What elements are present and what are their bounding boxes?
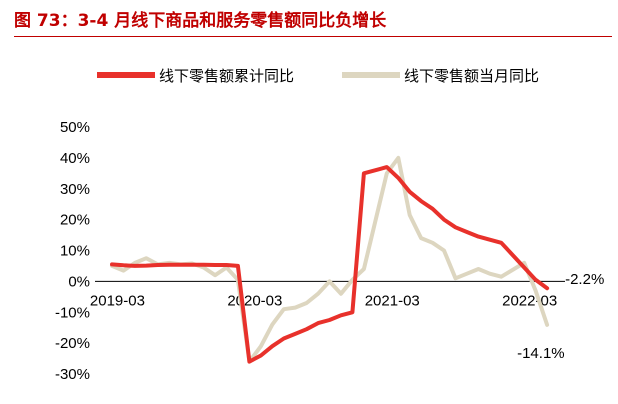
x-tick-label: 2019-03	[90, 292, 145, 309]
y-tick-label: 10%	[60, 243, 90, 260]
y-tick-label: -30%	[55, 366, 90, 383]
x-tick-label: 2021-03	[365, 292, 420, 309]
title-underline	[14, 36, 612, 37]
y-tick-label: -20%	[55, 335, 90, 352]
series-monthly-line	[110, 155, 550, 364]
annotation-label: -14.1%	[517, 345, 565, 362]
y-tick-label: 30%	[60, 181, 90, 198]
legend: 线下零售额累计同比 线下零售额当月同比	[97, 67, 539, 85]
legend-label: 线下零售额累计同比	[159, 67, 294, 85]
y-tick-label: 50%	[60, 119, 90, 136]
y-tick-label: -10%	[55, 304, 90, 321]
x-tick-label: 2020-03	[227, 292, 282, 309]
chart-title: 图 73：3-4 月线下商品和服务零售额同比负增长	[14, 11, 387, 31]
y-tick-label: 0%	[68, 273, 90, 290]
annotation-label: -2.2%	[565, 271, 604, 288]
series-cumulative-line	[110, 165, 550, 364]
y-tick-label: 20%	[60, 212, 90, 229]
y-tick-label: 40%	[60, 150, 90, 167]
annotations: -2.2% -14.1%	[517, 271, 604, 362]
x-tick-label: 2022-03	[502, 292, 557, 309]
y-axis: -30% -20% -10% 0% 10% 20% 30% 40% 50%	[55, 119, 90, 383]
series-lines	[110, 155, 550, 364]
legend-label: 线下零售额当月同比	[404, 67, 539, 85]
